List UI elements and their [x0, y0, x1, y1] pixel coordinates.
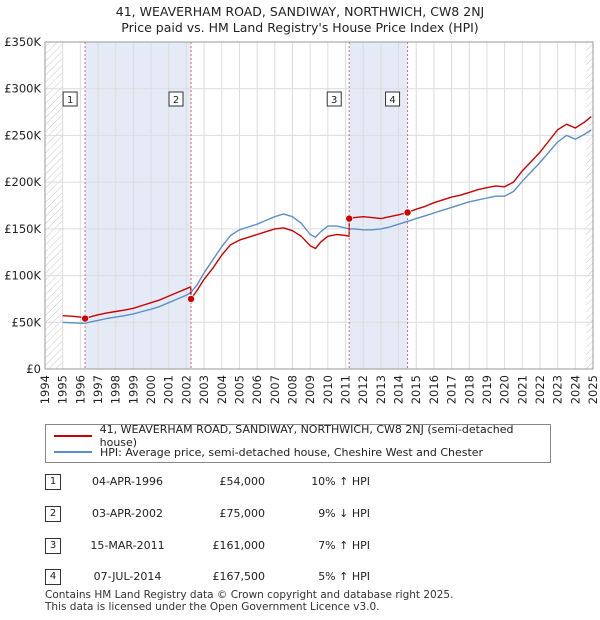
legend-label-hpi: HPI: Average price, semi-detached house,…	[100, 445, 484, 459]
sale-price: £167,500	[212, 570, 266, 583]
x-tick-label: 2008	[285, 375, 299, 404]
plot-frame	[44, 41, 594, 370]
sale-number-badge: 4	[45, 569, 61, 585]
sale-number-badge: 3	[45, 538, 61, 554]
footer-licence: This data is licensed under the Open Gov…	[45, 601, 380, 613]
x-tick-label: 1995	[56, 375, 70, 404]
x-tick-label: 2019	[480, 375, 494, 404]
y-tick-label: £350K	[4, 35, 41, 49]
x-tick-label: 2021	[515, 375, 529, 404]
sale-label-number: 2	[173, 95, 179, 106]
sale-label-number: 3	[331, 95, 337, 106]
x-tick-label: 2012	[356, 375, 370, 404]
y-tick-label: £200K	[4, 175, 41, 189]
y-tick-label: £150K	[4, 222, 41, 236]
x-tick-label: 1996	[73, 375, 87, 404]
x-tick-label: 2022	[533, 375, 547, 404]
sale-row: 3 15-MAR-2011 £161,000 7% ↑ HPI	[45, 538, 565, 556]
chart-title-line-1: 41, WEAVERHAM ROAD, SANDIWAY, NORTHWICH,…	[115, 4, 485, 19]
sale-hpi-change: 9% ↓ HPI	[318, 507, 370, 520]
sale-date: 15-MAR-2011	[90, 539, 165, 552]
x-tick-label: 2015	[409, 375, 423, 404]
x-tick-label: 2000	[144, 375, 158, 404]
y-tick-label: £50K	[12, 315, 42, 329]
x-tick-label: 1994	[38, 375, 52, 404]
x-tick-label: 2010	[321, 375, 335, 404]
chart-title-line-2: Price paid vs. HM Land Registry's House …	[121, 20, 479, 35]
y-tick-label: £250K	[4, 128, 41, 142]
sale-hpi-change: 7% ↑ HPI	[318, 539, 370, 552]
sale-label-box	[385, 91, 401, 107]
x-tick-label: 2018	[462, 375, 476, 404]
legend-swatch-hpi	[54, 451, 92, 453]
sale-price: £161,000	[212, 539, 266, 552]
legend: 41, WEAVERHAM ROAD, SANDIWAY, NORTHWICH,…	[45, 423, 551, 463]
price-chart: 1 2 3 4 £0 £50K £100K £150K £200K £250K £300K £350…	[4, 35, 600, 404]
x-tick-label: 1999	[126, 375, 140, 404]
sale-label-box	[326, 91, 342, 107]
x-tick-label: 2004	[215, 375, 229, 404]
sale-row: 2 03-APR-2002 £75,000 9% ↓ HPI	[45, 506, 565, 524]
x-tick-label: 2013	[374, 375, 388, 404]
y-tick-label: £300K	[4, 82, 41, 96]
x-tick-label: 2001	[162, 375, 176, 404]
hatched-period	[45, 42, 63, 369]
x-tick-label: 1997	[91, 375, 105, 404]
sale-label-box	[62, 91, 78, 107]
x-tick-label: 2007	[268, 375, 282, 404]
sale-point	[403, 208, 412, 217]
sale-row: 4 07-JUL-2014 £167,500 5% ↑ HPI	[45, 569, 565, 587]
sale-price: £54,000	[219, 475, 266, 488]
sale-label-number: 1	[67, 95, 73, 106]
x-tick-label: 2006	[250, 375, 264, 404]
sale-label-number: 4	[389, 95, 395, 106]
y-tick-label: £100K	[4, 269, 41, 283]
x-tick-label: 2009	[303, 375, 317, 404]
sale-label-box	[168, 91, 184, 107]
x-tick-label: 2023	[551, 375, 565, 404]
hpi-line	[62, 129, 592, 324]
footer: Contains HM Land Registry data © Crown c…	[45, 589, 453, 613]
x-tick-label: 2005	[232, 375, 246, 404]
sale-point	[345, 214, 354, 223]
legend-item-property: 41, WEAVERHAM ROAD, SANDIWAY, NORTHWICH,…	[54, 423, 550, 449]
sale-date: 07-JUL-2014	[93, 570, 162, 583]
x-tick-label: 2014	[392, 375, 406, 404]
legend-swatch-property	[54, 435, 92, 437]
x-tick-label: 2025	[586, 375, 600, 404]
sale-date: 04-APR-1996	[91, 475, 164, 488]
sale-hpi-change: 5% ↑ HPI	[318, 570, 370, 583]
x-tick-label: 2002	[179, 375, 193, 404]
hatched-period	[585, 42, 593, 369]
property-price-line	[62, 116, 592, 320]
sale-number-badge: 1	[45, 474, 61, 490]
x-tick-label: 2017	[445, 375, 459, 404]
sale-point	[187, 294, 196, 303]
sale-row: 1 04-APR-1996 £54,000 10% ↑ HPI	[45, 474, 565, 492]
sale-hpi-change: 10% ↑ HPI	[311, 475, 370, 488]
x-tick-label: 1998	[109, 375, 123, 404]
x-tick-label: 2003	[197, 375, 211, 404]
sale-point	[81, 314, 90, 323]
footer-copyright: Contains HM Land Registry data © Crown c…	[45, 589, 454, 601]
y-tick-label: £0	[26, 362, 41, 376]
sale-number-badge: 2	[45, 506, 61, 522]
legend-item-hpi: HPI: Average price, semi-detached house,…	[54, 444, 483, 460]
x-tick-label: 2024	[568, 375, 582, 404]
x-tick-label: 2016	[427, 375, 441, 404]
sale-price: £75,000	[219, 507, 266, 520]
legend-label-property: 41, WEAVERHAM ROAD, SANDIWAY, NORTHWICH,…	[99, 423, 514, 449]
sale-date: 03-APR-2002	[91, 507, 164, 520]
x-tick-label: 2020	[498, 375, 512, 404]
x-tick-label: 2011	[339, 375, 353, 404]
